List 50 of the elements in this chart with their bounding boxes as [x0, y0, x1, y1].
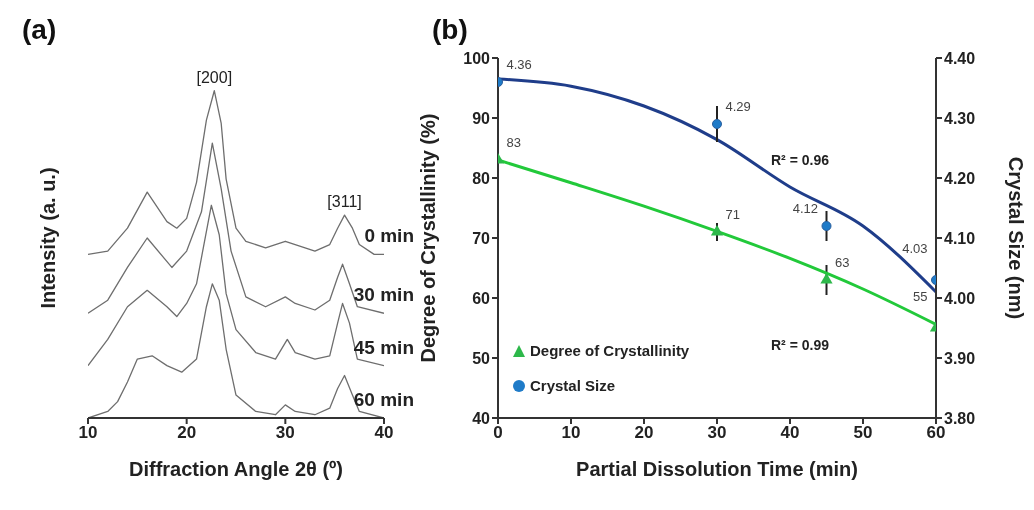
series-label: 0 min [364, 225, 414, 247]
y-tick-label: 50 [472, 349, 491, 367]
y2-axis-title: Crystal Size (nm) [1004, 156, 1027, 320]
y-axis-title: Intensity (a. u.) [37, 167, 60, 309]
y2-tick-label: 3.80 [944, 409, 976, 427]
data-label: 63 [835, 255, 850, 271]
y-tick-label: 80 [472, 169, 491, 187]
y-axis-title: Degree of Crystallinity (%) [417, 113, 440, 363]
x-tick-label: 30 [275, 423, 295, 443]
x-axis-title: Diffraction Angle 2θ (º) [128, 458, 344, 480]
data-label: 55 [913, 289, 928, 305]
x-tick-label: 30 [707, 423, 727, 443]
data-label: 83 [506, 135, 521, 151]
legend-label: Crystal Size [530, 377, 616, 394]
annotation: R² = 0.99 [771, 337, 830, 354]
annotation: [200] [196, 68, 233, 86]
y-tick-label: 100 [463, 49, 491, 67]
x-tick-label: 10 [78, 423, 98, 443]
y-tick-label: 90 [472, 109, 491, 127]
x-tick-label: 10 [561, 423, 581, 443]
y-tick-label: 70 [472, 229, 491, 247]
x-tick-label: 60 [926, 423, 946, 443]
x-tick-label: 40 [780, 423, 800, 443]
y2-tick-label: 4.20 [944, 169, 976, 187]
series-label: 30 min [353, 284, 414, 306]
y2-tick-label: 4.10 [944, 229, 976, 247]
annotation: R² = 0.96 [771, 152, 830, 168]
y2-tick-label: 4.40 [944, 49, 976, 67]
series-label: 45 min [353, 336, 414, 358]
legend-label: Degree of Crystallinity [530, 342, 690, 359]
chart-title: (b) [432, 14, 468, 46]
data-label: 71 [725, 207, 740, 223]
y2-tick-label: 3.90 [944, 349, 976, 367]
y2-tick-label: 4.30 [944, 109, 976, 127]
series-label: 60 min [353, 389, 414, 410]
x-tick-label: 50 [853, 423, 873, 443]
x-tick-label: 20 [177, 423, 197, 443]
x-tick-label: 40 [374, 423, 394, 443]
data-label: 4.36 [506, 57, 532, 73]
x-axis-title: Partial Dissolution Time (min) [576, 458, 858, 480]
x-tick-label: 0 [493, 423, 503, 443]
y-tick-label: 40 [472, 409, 491, 427]
data-label: 4.29 [725, 99, 751, 115]
x-tick-label: 20 [634, 423, 654, 443]
annotation: [311] [327, 193, 362, 211]
y2-tick-label: 4.00 [944, 289, 976, 307]
data-label: 4.12 [792, 201, 818, 217]
chart-title: (a) [22, 14, 57, 46]
data-label: 4.03 [902, 241, 928, 257]
y-tick-label: 60 [472, 289, 491, 307]
